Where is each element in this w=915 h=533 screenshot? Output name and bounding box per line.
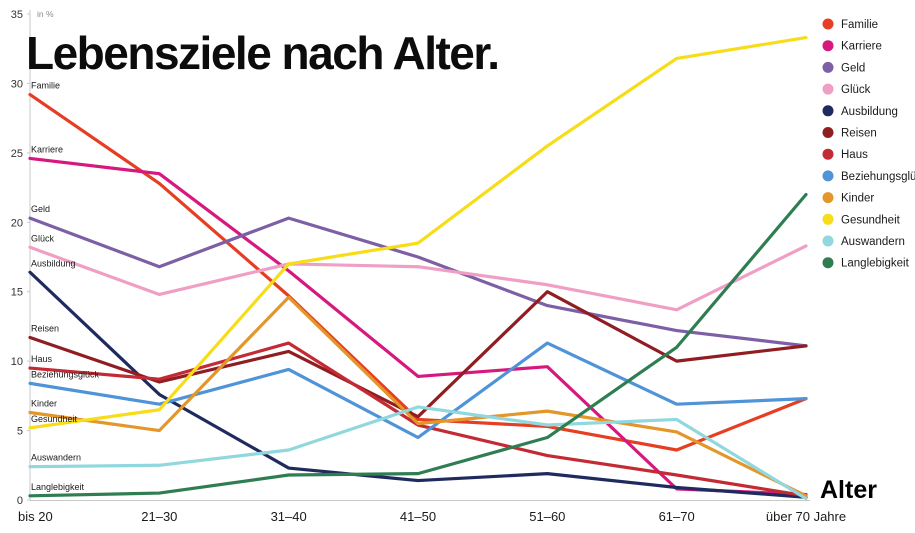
legend-swatch-gl-ck [822,83,834,95]
series-start-label-karriere: Karriere [31,144,63,154]
y-tick-label: 20 [11,217,23,229]
legend-swatch-familie [822,18,834,30]
x-tick-label: 31–40 [271,509,307,524]
legend-swatch-gesundheit [822,213,834,225]
y-tick-label: 15 [11,287,23,299]
series-start-label-kinder: Kinder [31,399,57,409]
legend-label-beziehungsgl-ck: Beziehungsglück [841,171,915,183]
series-line-ausbildung [28,270,808,499]
series-start-label-gesundheit: Gesundheit [31,414,78,424]
legend-label-kinder: Kinder [841,193,874,205]
x-tick-label: 61–70 [659,509,695,524]
legend-swatch-kinder [822,192,834,204]
series-line-gesundheit [28,36,808,430]
x-tick-label: 21–30 [141,509,177,524]
legend-label-familie: Familie [841,19,878,31]
series-line-beziehungsgl-ck [28,341,808,440]
legend-label-geld: Geld [841,62,865,74]
y-tick-label: 10 [11,356,23,368]
legend-label-ausbildung: Ausbildung [841,106,898,118]
legend-label-haus: Haus [841,149,868,161]
legend-label-auswandern: Auswandern [841,236,905,248]
series-line-langlebigkeit [28,192,808,498]
y-tick-label: 35 [11,9,23,21]
y-tick-label: 5 [17,426,23,438]
series-start-label-beziehungsgl-ck: Beziehungsglück [31,369,100,379]
legend-swatch-geld [822,61,834,73]
legend-swatch-ausbildung [822,105,834,117]
series-line-kinder [28,295,808,498]
series-start-label-ausbildung: Ausbildung [31,258,76,268]
legend-label-reisen: Reisen [841,128,877,140]
series-line-gl-ck [28,244,808,312]
series-start-label-haus: Haus [31,354,53,364]
legend-label-gl-ck: Glück [841,84,871,96]
x-tick-label: bis 20 [18,509,53,524]
series-line-auswandern [28,405,808,501]
legend-swatch-haus [822,148,834,160]
series-start-label-langlebigkeit: Langlebigkeit [31,482,85,492]
legend-swatch-langlebigkeit [822,257,834,269]
x-tick-label: 51–60 [529,509,565,524]
legend-label-gesundheit: Gesundheit [841,214,901,226]
series-start-label-auswandern: Auswandern [31,453,81,463]
series-line-reisen [28,290,808,419]
chart-title: Lebensziele nach Alter. [26,27,500,79]
y-axis-unit-label: in % [37,9,54,19]
legend-swatch-reisen [822,127,834,138]
legend-swatch-karriere [822,40,834,52]
series-start-label-gl-ck: Glück [31,233,55,243]
x-tick-label: 41–50 [400,509,436,524]
y-tick-label: 0 [17,495,23,507]
y-tick-label: 30 [11,78,23,90]
legend-label-karriere: Karriere [841,41,882,53]
legend-label-langlebigkeit: Langlebigkeit [841,258,910,270]
series-start-label-familie: Familie [31,81,60,91]
x-axis-title: Alter [820,476,877,504]
x-tick-label: über 70 Jahre [766,509,846,524]
y-tick-label: 25 [11,148,23,160]
series-line-familie [28,92,808,452]
series-start-label-geld: Geld [31,204,50,214]
legend-swatch-auswandern [822,235,834,247]
series-line-geld [28,216,808,348]
series-start-label-reisen: Reisen [31,324,59,334]
legend-swatch-beziehungsgl-ck [822,170,834,182]
